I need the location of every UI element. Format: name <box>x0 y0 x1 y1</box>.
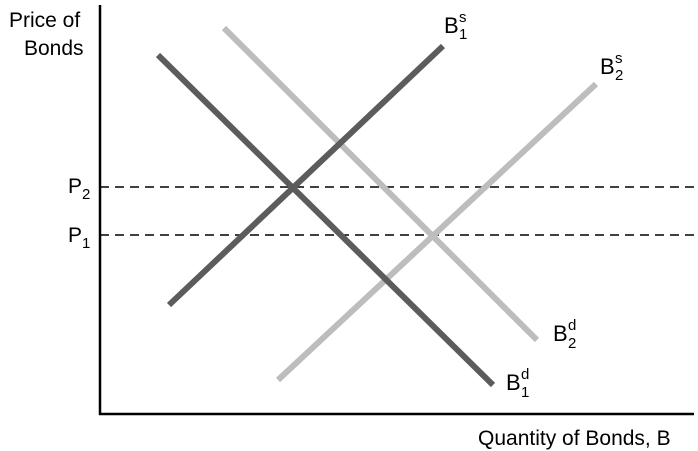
svg-text:2: 2 <box>82 186 90 203</box>
svg-text:2: 2 <box>568 335 576 352</box>
svg-text:B: B <box>506 370 521 395</box>
svg-text:s: s <box>459 9 467 26</box>
svg-text:P: P <box>68 175 82 198</box>
svg-text:B: B <box>600 54 615 79</box>
svg-text:1: 1 <box>82 235 90 252</box>
svg-text:1: 1 <box>521 384 529 401</box>
svg-text:B: B <box>553 321 568 346</box>
svg-text:B: B <box>444 13 459 38</box>
svg-text:d: d <box>568 317 576 334</box>
curve-label-b2s: B s 2 <box>600 50 623 84</box>
y-axis-label-line2: Bonds <box>24 37 84 60</box>
price-label-p1: P 1 <box>68 224 90 252</box>
x-axis-label: Quantity of Bonds, B <box>478 427 671 450</box>
svg-text:P: P <box>68 224 82 247</box>
y-axis-label-line1: Price of <box>9 9 80 32</box>
svg-text:d: d <box>521 366 529 383</box>
svg-text:s: s <box>615 50 623 67</box>
curve-label-b2d: B d 2 <box>553 317 576 352</box>
curve-label-b1s: B s 1 <box>444 9 467 43</box>
curve-label-b1d: B d 1 <box>506 366 529 401</box>
svg-text:1: 1 <box>459 26 467 43</box>
price-label-p2: P 2 <box>68 175 90 203</box>
svg-text:2: 2 <box>615 67 623 84</box>
